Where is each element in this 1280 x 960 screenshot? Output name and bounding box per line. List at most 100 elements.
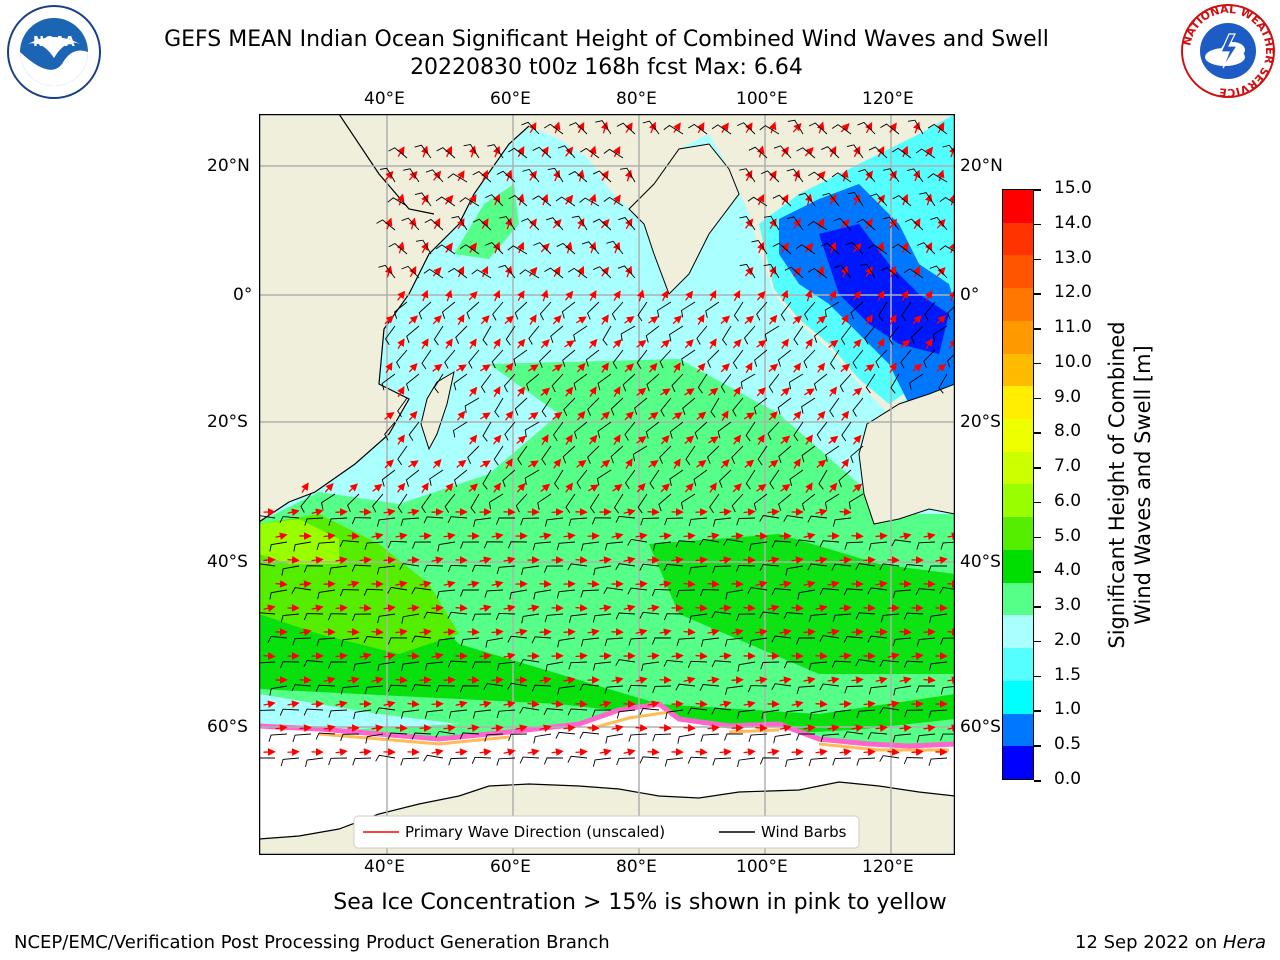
wind-barb <box>376 565 396 575</box>
wave-direction-arrow <box>671 652 684 660</box>
wave-direction-arrow <box>829 289 837 302</box>
wave-direction-arrow <box>696 362 706 373</box>
wind-barb <box>499 216 516 231</box>
wave-direction-arrow <box>623 508 636 517</box>
wind-barb <box>840 325 852 345</box>
wind-barb <box>681 349 696 366</box>
wind-barb <box>707 349 720 368</box>
wave-direction-arrow <box>695 700 708 708</box>
wave-direction-arrow <box>589 386 597 397</box>
wind-barb <box>292 637 312 646</box>
wind-barb <box>460 589 480 597</box>
wave-direction-arrow <box>889 122 897 133</box>
wind-barb <box>838 469 852 488</box>
wave-direction-arrow <box>493 386 501 398</box>
wave-direction-arrow <box>947 628 955 636</box>
wind-barb <box>496 661 516 671</box>
wind-barb <box>819 683 840 691</box>
wind-barb <box>507 245 528 255</box>
wind-barb <box>384 325 396 346</box>
wave-direction-arrow <box>719 604 732 612</box>
wave-direction-arrow <box>384 459 394 469</box>
wave-direction-arrow <box>431 652 444 661</box>
wave-direction-arrow <box>636 289 645 302</box>
wind-barb <box>505 325 516 346</box>
wave-direction-arrow <box>911 748 924 756</box>
colorbar-segment <box>1003 746 1033 779</box>
wind-barb <box>947 305 955 320</box>
wind-barb <box>677 733 696 744</box>
wave-direction-arrow <box>421 289 429 302</box>
colorbar-tick-label: 2.0 <box>1054 629 1082 650</box>
wave-direction-arrow <box>347 628 360 636</box>
wind-barb <box>843 731 864 739</box>
wave-direction-arrow <box>600 459 611 469</box>
wave-direction-arrow <box>613 386 621 398</box>
wave-direction-arrow <box>396 241 405 254</box>
wave-direction-arrow <box>887 700 900 709</box>
wind-barb <box>663 563 684 571</box>
wave-direction-arrow <box>683 676 696 685</box>
wave-direction-arrow <box>769 314 778 325</box>
wave-direction-arrow <box>719 652 732 660</box>
wave-direction-arrow <box>324 483 334 493</box>
wind-barb <box>737 757 756 768</box>
wind-barb <box>640 517 660 526</box>
wave-direction-arrow <box>396 193 405 206</box>
wind-barb <box>592 170 612 183</box>
wave-direction-arrow <box>695 748 708 756</box>
wave-direction-arrow <box>911 652 924 661</box>
wind-barb <box>508 147 528 159</box>
wave-direction-arrow <box>383 556 396 564</box>
lat-tick-right-20s: 20°S <box>960 412 1001 432</box>
wind-barb <box>892 589 912 599</box>
wind-barb <box>488 493 504 510</box>
wind-barb <box>303 660 324 667</box>
wave-direction-arrow <box>491 628 504 636</box>
lon-tick-top-100: 100°E <box>736 89 788 109</box>
wind-barb <box>605 733 624 744</box>
wave-direction-arrow <box>853 290 862 301</box>
wind-barb <box>784 709 804 719</box>
wave-direction-arrow <box>865 218 873 229</box>
colorbar-label-line1: Significant Height of Combined <box>1105 321 1129 649</box>
wave-direction-arrow <box>323 532 336 540</box>
wave-direction-arrow <box>493 145 501 158</box>
colorbar-tick-label: 7.0 <box>1054 456 1082 477</box>
wave-direction-arrow <box>815 508 828 517</box>
wind-barb <box>454 469 468 487</box>
wave-direction-arrow <box>565 482 574 493</box>
wind-barb <box>864 325 876 345</box>
wave-direction-arrow <box>757 241 765 254</box>
wave-direction-arrow <box>936 169 945 182</box>
wind-barb <box>541 397 552 418</box>
wave-direction-arrow <box>936 363 947 373</box>
wind-barb <box>300 493 312 513</box>
wind-barb <box>502 469 516 488</box>
wind-barb <box>740 373 756 390</box>
wave-direction-arrow <box>803 580 816 589</box>
wave-direction-arrow <box>563 724 576 732</box>
wave-direction-arrow <box>503 556 516 565</box>
wind-barb <box>571 215 588 231</box>
wave-direction-arrow <box>504 217 513 230</box>
wind-barb <box>798 192 816 207</box>
wind-barb <box>568 613 588 623</box>
wave-direction-arrow <box>503 604 516 613</box>
wind-barb <box>544 267 564 279</box>
wind-barb <box>292 733 312 742</box>
map-panel: Primary Wave Direction (unscaled) Wind B… <box>259 114 955 855</box>
wind-barb <box>315 732 336 740</box>
wave-direction-arrow <box>623 604 636 613</box>
wave-direction-arrow <box>299 628 312 637</box>
wind-barb <box>645 325 660 343</box>
wind-barb <box>520 517 540 526</box>
wind-barb <box>551 373 564 393</box>
wind-barb <box>589 493 600 514</box>
wind-barb <box>651 637 672 645</box>
wind-barb <box>831 124 852 135</box>
wave-direction-arrow <box>889 314 897 326</box>
wind-barb <box>940 637 955 645</box>
wind-barb <box>761 709 780 720</box>
wave-direction-arrow <box>624 316 635 324</box>
